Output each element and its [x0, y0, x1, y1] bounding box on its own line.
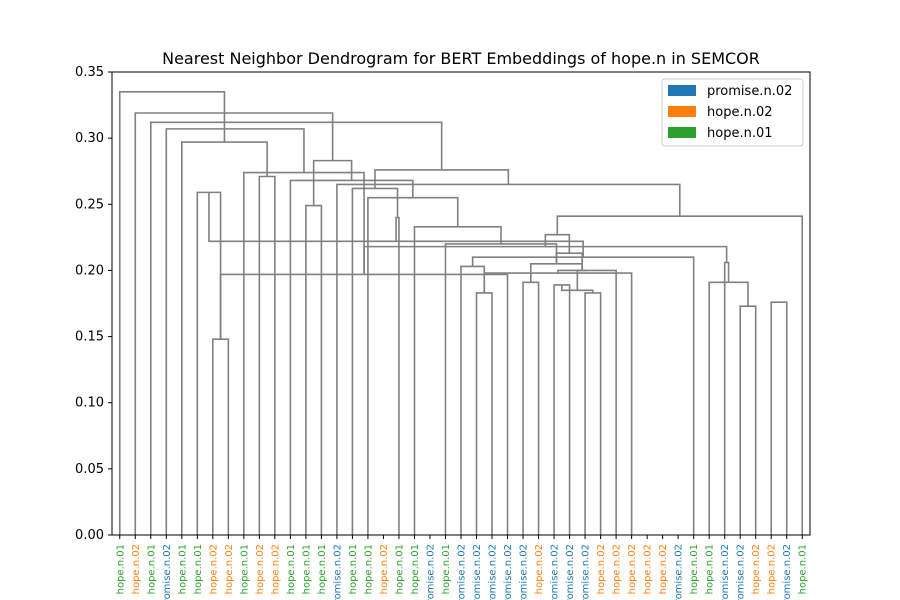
legend-label-0: promise.n.02 [707, 84, 792, 99]
leaf-label-10: hope.n.02 [270, 544, 281, 594]
leaf-label-43: promise.n.02 [782, 544, 793, 600]
dendrogram-link-38 [134, 112, 334, 535]
dendrogram-link-5 [770, 301, 788, 535]
leaf-label-0: hope.n.01 [115, 544, 126, 594]
leaf-label-5: hope.n.01 [193, 544, 204, 594]
chart-title: Nearest Neighbor Dendrogram for BERT Emb… [162, 49, 760, 68]
leaf-label-14: promise.n.02 [332, 544, 343, 600]
dendrogram-link-28 [336, 183, 681, 535]
leaf-label-9: hope.n.02 [255, 544, 266, 594]
leaf-label-15: hope.n.01 [348, 544, 359, 594]
dendrogram-link-12 [576, 269, 588, 291]
leaf-label-1: hope.n.02 [131, 544, 142, 594]
leaf-label-11: hope.n.01 [286, 544, 297, 594]
leaf-label-29: promise.n.02 [565, 544, 576, 600]
leaf-label-33: hope.n.02 [627, 544, 638, 594]
leaf-label-37: hope.n.01 [689, 544, 700, 594]
legend-swatch-1 [668, 106, 696, 117]
leaf-label-22: promise.n.02 [457, 544, 468, 600]
leaf-label-44: hope.n.01 [798, 544, 809, 594]
leaf-label-24: promise.n.02 [488, 544, 499, 600]
leaf-label-42: hope.n.02 [767, 544, 778, 594]
dendrogram-link-29 [305, 204, 323, 535]
leaf-label-38: hope.n.01 [705, 544, 716, 594]
dendrogram-link-21 [208, 192, 584, 258]
leaf-label-27: hope.n.02 [534, 544, 545, 594]
y-axis: 0.00 0.05 0.10 0.15 0.20 0.25 0.30 0.35 [75, 65, 112, 543]
leaf-label-28: promise.n.02 [550, 544, 561, 600]
y-tick-label-7: 0.35 [75, 65, 104, 80]
y-tick-label-6: 0.30 [75, 131, 104, 146]
leaf-labels: hope.n.01 hope.n.02 hope.n.01 promise.n.02 h… [115, 535, 809, 600]
y-tick-label-1: 0.05 [75, 462, 104, 477]
leaf-label-19: hope.n.01 [410, 544, 421, 594]
y-tick-label-4: 0.20 [75, 263, 104, 278]
legend-swatch-0 [668, 85, 696, 96]
legend-label-1: hope.n.02 [707, 105, 773, 120]
leaf-label-40: promise.n.02 [736, 544, 747, 600]
leaf-label-25: promise.n.02 [503, 544, 514, 600]
legend-swatch-2 [668, 127, 696, 138]
leaf-label-13: hope.n.01 [317, 544, 328, 594]
leaf-label-39: promise.n.02 [720, 544, 731, 600]
legend-box [661, 78, 804, 147]
dendrogram-link-4 [739, 305, 757, 535]
leaf-label-2: hope.n.01 [146, 544, 157, 594]
dendrogram-link-36 [165, 128, 305, 535]
leaf-label-34: hope.n.02 [643, 544, 654, 594]
leaf-label-12: hope.n.01 [301, 544, 312, 594]
leaf-label-36: promise.n.02 [674, 544, 685, 600]
dendrogram-link-31 [258, 175, 276, 535]
leaf-label-32: hope.n.02 [612, 544, 623, 594]
leaf-label-20: promise.n.02 [425, 544, 436, 600]
leaf-label-26: promise.n.02 [519, 544, 530, 600]
legend-label-2: hope.n.01 [707, 126, 773, 141]
leaf-label-16: hope.n.01 [363, 544, 374, 594]
legend: promise.n.02 hope.n.02 hope.n.01 [661, 78, 804, 147]
leaf-label-41: hope.n.02 [751, 544, 762, 594]
y-tick-label-0: 0.00 [75, 528, 104, 543]
leaf-label-7: hope.n.02 [224, 544, 235, 594]
leaf-label-21: hope.n.01 [441, 544, 452, 594]
leaf-label-31: hope.n.02 [596, 544, 607, 594]
dendrogram-link-39 [118, 91, 226, 535]
leaf-label-6: hope.n.02 [208, 544, 219, 594]
y-tick-label-2: 0.10 [75, 396, 104, 411]
leaf-label-18: hope.n.01 [394, 544, 405, 594]
leaf-label-4: hope.n.01 [177, 544, 188, 594]
leaf-label-8: hope.n.01 [239, 544, 250, 594]
leaf-label-23: promise.n.02 [472, 544, 483, 600]
y-tick-label-3: 0.15 [75, 330, 104, 345]
y-tick-label-5: 0.25 [75, 197, 104, 212]
dendrogram-links [118, 91, 804, 535]
leaf-label-30: promise.n.02 [581, 544, 592, 600]
leaf-label-3: promise.n.02 [162, 544, 173, 600]
plot-frame [111, 71, 811, 536]
leaf-label-17: hope.n.02 [379, 544, 390, 594]
leaf-label-35: hope.n.02 [658, 544, 669, 594]
dendrogram-link-37 [149, 121, 443, 535]
